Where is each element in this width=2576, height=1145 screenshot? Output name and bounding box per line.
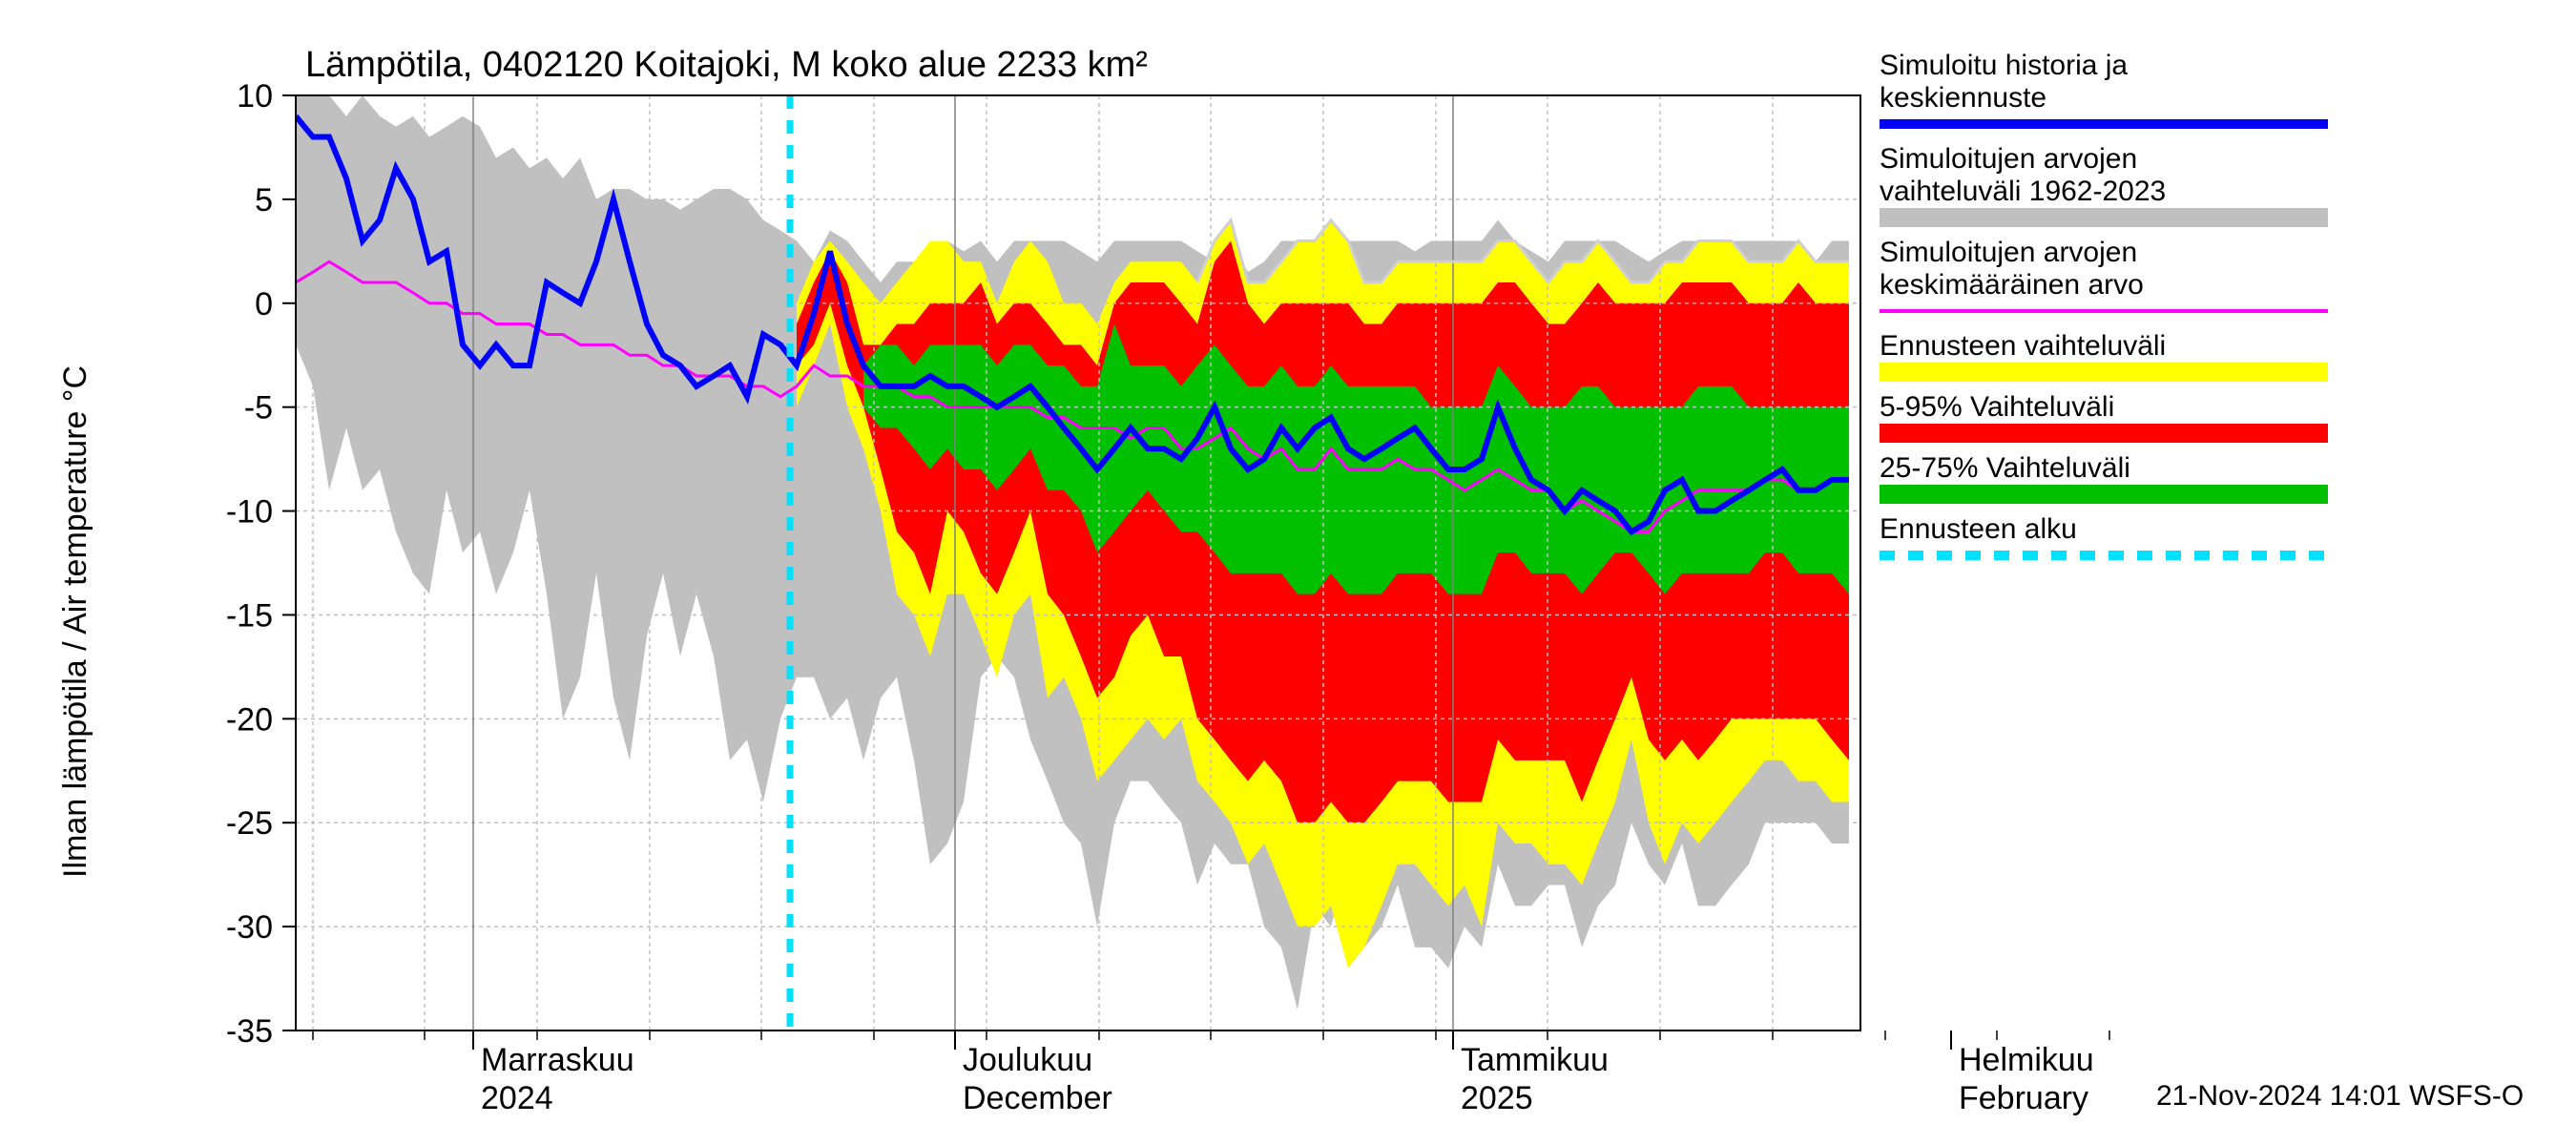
legend-label: 5-95% Vaihteluväli [1880,391,2114,423]
legend-label: Simuloitujen arvojen [1880,143,2137,175]
legend-swatch [1880,424,2328,443]
chart-title: Lämpötila, 0402120 Koitajoki, M koko alu… [305,45,1148,85]
legend-label: keskimääräinen arvo [1880,269,2144,301]
x-month-label2: 2025 [1461,1080,1533,1116]
x-month-label: Joulukuu [963,1042,1092,1078]
legend-label: keskiennuste [1880,82,2046,114]
legend-label: Ennusteen vaihteluväli [1880,330,2166,362]
chart-footer: 21-Nov-2024 14:01 WSFS-O [2156,1080,2524,1112]
x-month-label2: February [1959,1080,2088,1116]
legend-label: Ennusteen alku [1880,513,2077,545]
chart-canvas: 10 5 0 -5 -10 -15 -20 -25 -30 -35 Marraskuu2024 Jou… [0,0,2576,1145]
legend-swatch [1880,485,2328,504]
x-month-label2: 2024 [481,1080,553,1116]
legend-label: 25-75% Vaihteluväli [1880,452,2130,484]
legend-label: Simuloitujen arvojen [1880,237,2137,268]
y-tick-label: -25 [226,805,273,842]
y-tick-label: -35 [226,1013,273,1050]
x-month-label: Tammikuu [1461,1042,1609,1078]
y-axis-label: Ilman lämpötila / Air temperature °C [57,365,93,878]
y-tick-label: -30 [226,909,273,946]
y-tick-label: 5 [255,182,273,219]
legend-label: vaihteluväli 1962-2023 [1880,176,2166,207]
x-month-label: Marraskuu [481,1042,634,1078]
y-tick-label: 0 [255,286,273,323]
temperature-forecast-chart: 10 5 0 -5 -10 -15 -20 -25 -30 -35 Marraskuu2024 Jou… [0,0,2576,1145]
y-tick-label: -15 [226,597,273,634]
y-tick-label: 10 [237,78,273,114]
y-tick-label: -10 [226,494,273,531]
legend-swatch [1880,208,2328,227]
x-month-label2: December [963,1080,1112,1116]
x-month-label: Helmikuu [1959,1042,2094,1078]
y-tick-label: -5 [244,390,273,427]
y-tick-label: -20 [226,701,273,738]
legend-swatch [1880,363,2328,382]
legend-label: Simuloitu historia ja [1880,50,2128,81]
